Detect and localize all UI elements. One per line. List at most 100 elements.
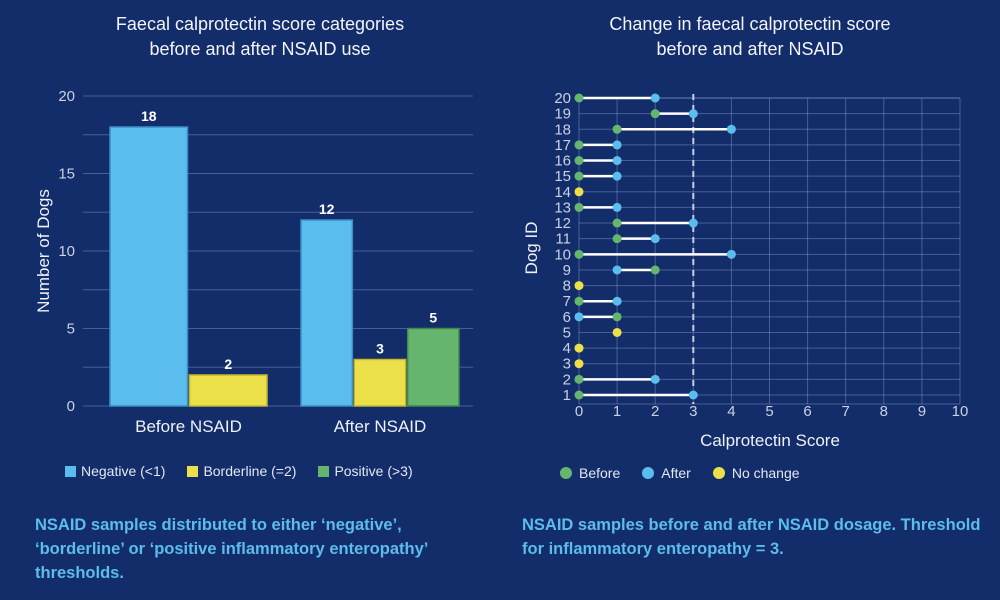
y-tick-label: 9 bbox=[563, 262, 571, 279]
dumbbell-chart-x-ticks: 0 1 2 3 4 5 6 7 8 9 10 bbox=[575, 403, 969, 420]
before-point bbox=[574, 374, 584, 384]
bar-value-label: 2 bbox=[224, 356, 232, 372]
after-point bbox=[650, 374, 660, 384]
after-point bbox=[726, 124, 736, 134]
dumbbell-chart-marks bbox=[574, 93, 736, 400]
y-tick-label: 17 bbox=[554, 137, 571, 154]
x-tick-label: 0 bbox=[575, 403, 583, 420]
legend-dot bbox=[712, 467, 725, 479]
bar-value-label: 5 bbox=[429, 310, 437, 326]
y-tick-label: 18 bbox=[554, 121, 571, 138]
no-change-point bbox=[612, 327, 622, 337]
before-point bbox=[574, 156, 584, 166]
legend-item-positive: Positive (>3) bbox=[318, 463, 413, 479]
bar-chart-caption: NSAID samples distributed to either ‘neg… bbox=[35, 516, 428, 582]
bar-negative-1 bbox=[300, 219, 354, 407]
x-tick-label: 1 bbox=[613, 403, 621, 420]
bar-chart-y-ticks: 0 5 10 15 20 bbox=[58, 88, 75, 415]
after-point bbox=[650, 93, 660, 103]
dumbbell-chart-gridlines bbox=[578, 97, 961, 405]
before-point bbox=[650, 265, 660, 275]
legend-swatch bbox=[65, 465, 76, 477]
y-tick-label: 10 bbox=[58, 243, 75, 260]
x-tick-label: 7 bbox=[842, 403, 850, 420]
bar-chart-category-labels: Before NSAID After NSAID bbox=[135, 417, 426, 436]
no-change-point bbox=[574, 359, 584, 369]
x-tick-label: 4 bbox=[727, 403, 735, 420]
y-tick-label: 20 bbox=[554, 90, 571, 107]
y-tick-label: 2 bbox=[563, 371, 571, 388]
bar-value-label: 12 bbox=[319, 201, 335, 217]
after-point bbox=[574, 312, 584, 322]
y-tick-label: 15 bbox=[58, 166, 75, 183]
legend-label: No change bbox=[731, 465, 800, 481]
bar-value-label: 3 bbox=[376, 341, 384, 357]
after-point bbox=[612, 202, 622, 212]
before-point bbox=[612, 124, 622, 134]
no-change-point bbox=[574, 343, 584, 353]
legend-swatch bbox=[187, 465, 199, 477]
bar-value-label: 18 bbox=[141, 108, 157, 124]
bar-chart-bars bbox=[109, 126, 460, 407]
dumbbell-chart: 0 1 2 3 4 5 6 7 8 9 10 123456789101112131415161718… bbox=[522, 90, 968, 450]
y-tick-label: 10 bbox=[554, 246, 571, 263]
x-tick-label: 5 bbox=[765, 403, 773, 420]
after-point bbox=[688, 390, 698, 400]
before-point bbox=[612, 218, 622, 228]
before-point bbox=[574, 202, 584, 212]
before-point bbox=[574, 249, 584, 259]
dumbbell-chart-title: Change in faecal calprotectin score befo… bbox=[609, 14, 891, 59]
y-tick-label: 0 bbox=[67, 398, 75, 415]
legend-swatch bbox=[318, 465, 330, 477]
y-tick-label: 20 bbox=[58, 88, 75, 105]
x-tick-label: 10 bbox=[952, 403, 969, 420]
legend-label: Positive (>3) bbox=[334, 463, 413, 479]
before-point bbox=[574, 140, 584, 150]
x-tick-label: 2 bbox=[651, 403, 659, 420]
no-change-point bbox=[574, 187, 584, 197]
dumbbell-chart-caption: NSAID samples before and after NSAID dos… bbox=[522, 516, 981, 558]
before-point bbox=[574, 296, 584, 306]
y-tick-label: 4 bbox=[563, 340, 571, 357]
legend-label: Before bbox=[579, 465, 621, 481]
bar-chart-y-axis-label: Number of Dogs bbox=[34, 189, 53, 313]
legend-item-before: Before bbox=[560, 465, 620, 481]
dumbbell-chart-legend: Before After No change bbox=[560, 465, 822, 481]
y-tick-label: 19 bbox=[554, 106, 571, 123]
y-tick-label: 5 bbox=[67, 321, 75, 338]
dumbbell-chart-y-axis-label: Dog ID bbox=[522, 222, 541, 275]
before-point bbox=[612, 312, 622, 322]
y-tick-label: 6 bbox=[563, 309, 571, 326]
after-point bbox=[688, 109, 698, 119]
legend-label: After bbox=[661, 465, 691, 481]
x-category-label: After NSAID bbox=[334, 417, 427, 436]
after-point bbox=[688, 218, 698, 228]
y-tick-label: 3 bbox=[563, 356, 571, 373]
y-tick-label: 1 bbox=[563, 387, 571, 404]
y-tick-label: 16 bbox=[554, 153, 571, 170]
y-tick-label: 7 bbox=[563, 293, 571, 310]
bar-borderline-1 bbox=[353, 358, 407, 407]
after-point bbox=[612, 140, 622, 150]
legend-item-negative: Negative (<1) bbox=[65, 463, 165, 479]
after-point bbox=[612, 171, 622, 181]
before-point bbox=[574, 390, 584, 400]
after-point bbox=[612, 265, 622, 275]
bar-positive-1 bbox=[406, 327, 460, 407]
before-point bbox=[612, 234, 622, 244]
after-point bbox=[726, 249, 736, 259]
legend-item-borderline: Borderline (=2) bbox=[187, 463, 296, 479]
y-tick-label: 11 bbox=[555, 231, 571, 248]
bar-chart-value-labels: 18 2 12 3 5 bbox=[141, 108, 437, 372]
after-point bbox=[612, 156, 622, 166]
before-point bbox=[574, 93, 584, 103]
bar-borderline-0 bbox=[188, 374, 268, 407]
after-point bbox=[650, 234, 660, 244]
x-tick-label: 8 bbox=[880, 403, 888, 420]
bar-chart-title: Faecal calprotectin score categories bef… bbox=[115, 14, 405, 59]
y-tick-label: 5 bbox=[563, 324, 571, 341]
y-tick-label: 15 bbox=[554, 168, 571, 185]
legend-dot bbox=[642, 467, 655, 479]
y-tick-label: 14 bbox=[554, 184, 571, 201]
